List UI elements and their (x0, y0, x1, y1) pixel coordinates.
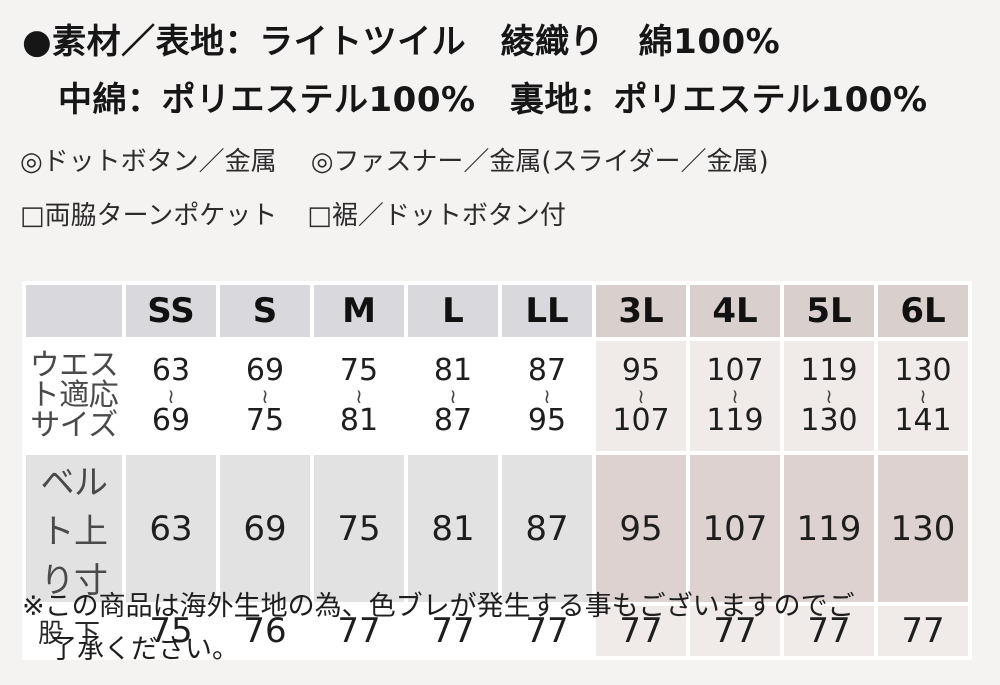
belt-cell: 95 (596, 455, 686, 602)
note-line-1: ※この商品は海外生地の為、色ブレが発生する事もございますのでご (22, 591, 855, 622)
feature-pockets: □両脇ターンポケット (20, 201, 278, 231)
size-header-6l: 6L (878, 285, 968, 337)
waist-cell: 95 ≀ 107 (596, 341, 686, 451)
feature-line-1: ◎ドットボタン／金属 ◎ファスナー／金属(スライダー／金属) (20, 141, 769, 178)
note-line-2: 了承ください。 (50, 634, 239, 665)
size-header-ll: LL (502, 285, 592, 337)
waist-cell: 107 ≀ 119 (690, 341, 780, 451)
size-header-3l: 3L (596, 285, 686, 337)
waist-cell: 87 ≀ 95 (502, 341, 592, 451)
feature-dot-button: ◎ドットボタン／金属 (20, 147, 277, 177)
corner-cell (26, 285, 122, 337)
belt-cell: 119 (784, 455, 874, 602)
material-line-1: ●素材／表地：ライトツイル 綾織り 綿100% (22, 22, 781, 62)
waist-cell: 63 ≀ 69 (126, 341, 216, 451)
inseam-cell: 77 (784, 606, 874, 656)
waist-row: ウエスト適応サイズ 63 ≀ 69 69 ≀ 75 75 ≀ 81 81 ≀ 87 87 ≀ 95 … (26, 341, 968, 451)
inseam-cell: 77 (408, 606, 498, 656)
inseam-cell: 77 (596, 606, 686, 656)
inseam-cell: 76 (220, 606, 310, 656)
belt-row: ベルト上り寸 63 69 75 81 87 95 107 119 130 (26, 455, 968, 602)
size-header-ss: SS (126, 285, 216, 337)
inseam-cell: 77 (502, 606, 592, 656)
belt-cell: 63 (126, 455, 216, 602)
inseam-row-label: 股下 (26, 606, 122, 656)
waist-cell: 130 ≀ 141 (878, 341, 968, 451)
feature-line-2: □両脇ターンポケット □裾／ドットボタン付 (20, 195, 566, 232)
size-header-4l: 4L (690, 285, 780, 337)
size-header-row: SS S M L LL 3L 4L 5L 6L (26, 285, 968, 337)
feature-hem: □裾／ドットボタン付 (307, 201, 566, 231)
waist-cell: 119 ≀ 130 (784, 341, 874, 451)
feature-zipper: ◎ファスナー／金属(スライダー／金属) (310, 147, 769, 177)
belt-cell: 87 (502, 455, 592, 602)
size-header-5l: 5L (784, 285, 874, 337)
inseam-cell: 77 (314, 606, 404, 656)
size-header-s: S (220, 285, 310, 337)
size-header-m: M (314, 285, 404, 337)
inseam-cell: 77 (878, 606, 968, 656)
belt-cell: 81 (408, 455, 498, 602)
inseam-cell: 75 (126, 606, 216, 656)
inseam-row: 股下 75 76 77 77 77 77 77 77 77 (26, 606, 968, 656)
belt-cell: 75 (314, 455, 404, 602)
belt-cell: 107 (690, 455, 780, 602)
belt-cell: 69 (220, 455, 310, 602)
size-table: SS S M L LL 3L 4L 5L 6L ウエスト適応サイズ 63 ≀ 69 … (22, 281, 972, 660)
material-line-2: 中綿：ポリエステル100% 裏地：ポリエステル100% (58, 80, 928, 120)
waist-cell: 81 ≀ 87 (408, 341, 498, 451)
waist-cell: 69 ≀ 75 (220, 341, 310, 451)
belt-cell: 130 (878, 455, 968, 602)
waist-row-label: ウエスト適応サイズ (26, 341, 122, 451)
inseam-cell: 77 (690, 606, 780, 656)
belt-row-label: ベルト上り寸 (26, 455, 122, 602)
waist-cell: 75 ≀ 81 (314, 341, 404, 451)
size-header-l: L (408, 285, 498, 337)
